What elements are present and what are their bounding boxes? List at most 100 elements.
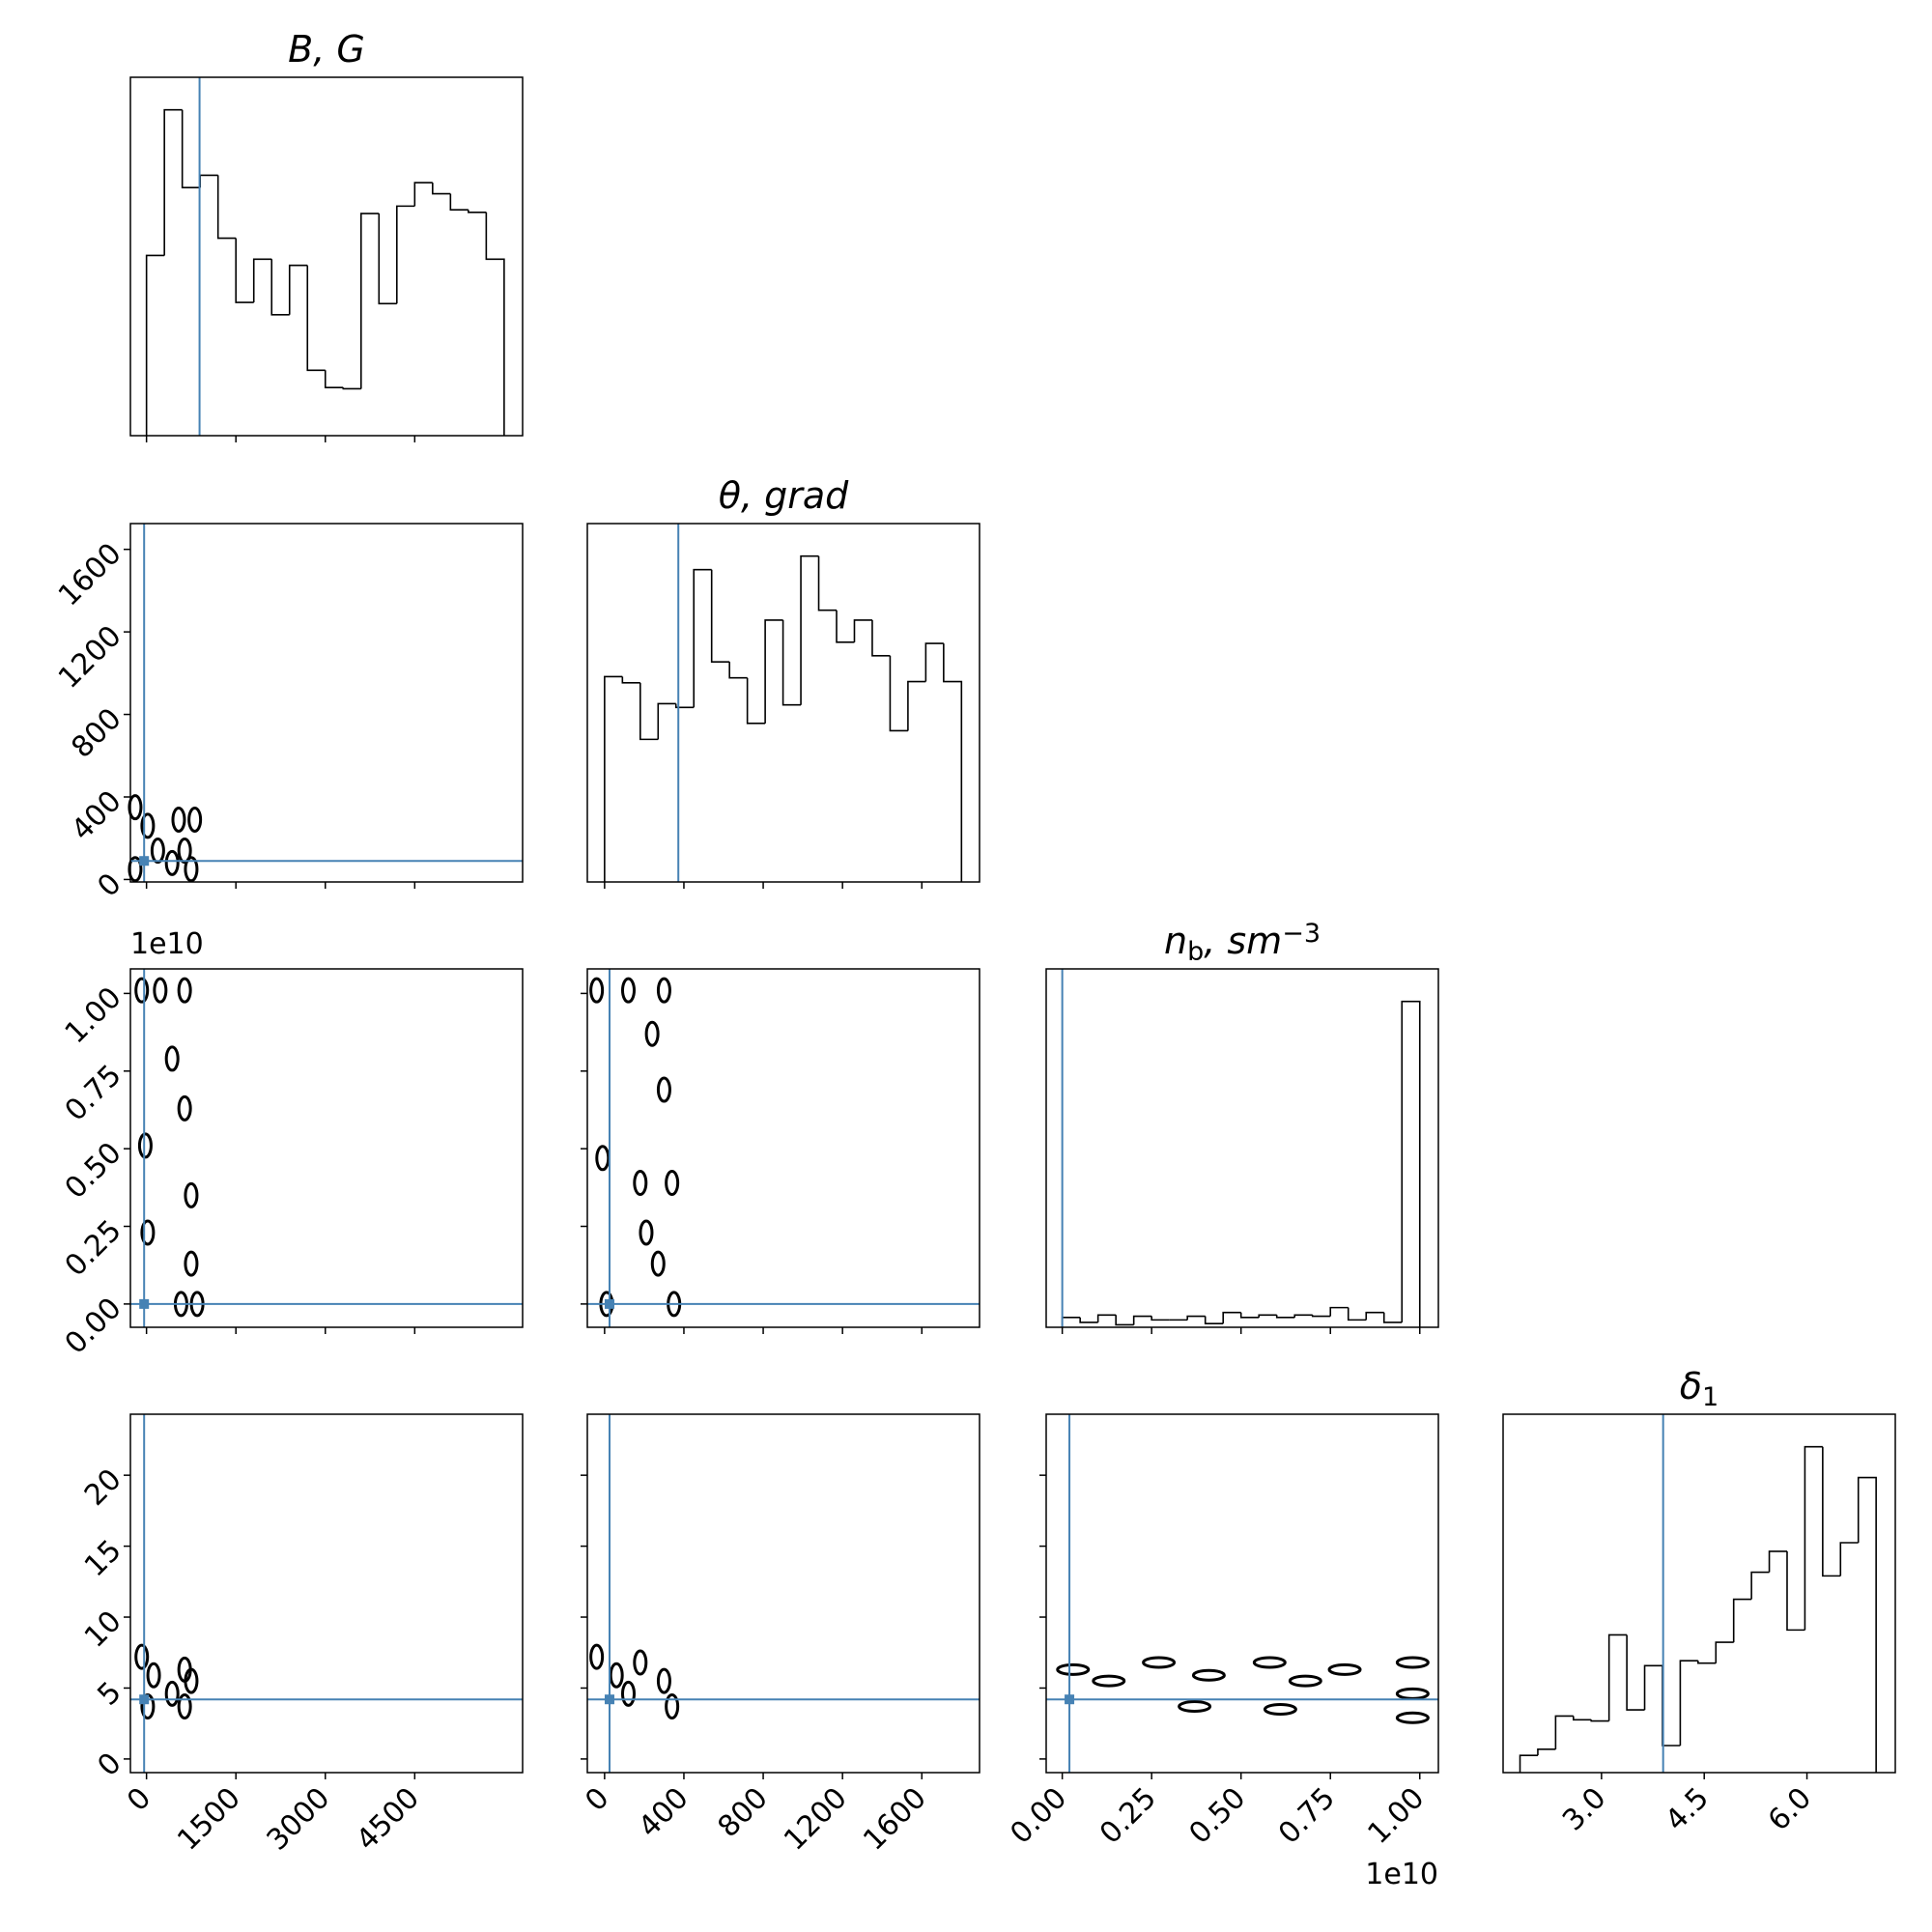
contour-blob [164, 1680, 180, 1707]
contour-blob [656, 1667, 671, 1694]
contour-blob [1092, 1674, 1126, 1688]
y-offset-label: 1e10 [130, 927, 204, 961]
histogram-bin [1275, 1315, 1295, 1319]
histogram-bin [943, 643, 963, 882]
histogram-bin [1750, 1571, 1770, 1600]
histogram-bin [216, 175, 237, 240]
histogram-bin [324, 370, 344, 388]
histogram-bin [449, 193, 469, 212]
panel-frame [129, 968, 524, 1328]
y-tick-label: 10 [78, 1605, 128, 1655]
contour-blob [639, 1219, 654, 1246]
histogram-bin [836, 610, 855, 643]
title-part: 1 [1702, 1382, 1719, 1412]
contour-blob [150, 838, 165, 865]
histogram-bin [288, 264, 308, 315]
truth-marker [139, 1694, 150, 1705]
histogram-bin [853, 619, 872, 642]
panel: nb, sm−3 [1045, 919, 1439, 1334]
histogram-bin [145, 254, 165, 436]
y-tick-label: 5 [91, 1675, 128, 1712]
histogram-bin [1857, 1476, 1877, 1773]
histogram-bin [1626, 1634, 1645, 1711]
contour-blob [656, 1076, 671, 1103]
histogram-bin [199, 174, 218, 188]
histogram-bin [1132, 1315, 1152, 1325]
x-tick-label: 800 [711, 1781, 774, 1844]
contour-blob [1395, 1711, 1430, 1724]
contour-blob [633, 1170, 648, 1197]
histogram-bin [1537, 1748, 1556, 1756]
x-tick-label: 400 [632, 1781, 695, 1844]
truth-marker [604, 1694, 614, 1705]
contour-blob [1263, 1702, 1297, 1716]
contour-blob [187, 806, 203, 833]
y-tick-label: 0.00 [59, 1292, 128, 1361]
panel-frame [586, 1413, 980, 1774]
histogram-bin [1679, 1660, 1698, 1746]
histogram-bin [1329, 1306, 1349, 1317]
x-tick-label: 0.00 [1004, 1781, 1073, 1851]
histogram-bin [1311, 1315, 1331, 1318]
histogram-bin [163, 108, 183, 256]
histogram-bin [604, 675, 623, 882]
contour-blob [146, 1662, 161, 1689]
contour-blob [1327, 1662, 1362, 1676]
histogram-bin [800, 554, 819, 705]
contour-blob [1395, 1656, 1430, 1669]
contour-blob [620, 1680, 636, 1707]
y-tick-label: 20 [78, 1463, 128, 1513]
histogram-bin [181, 109, 201, 189]
contour-blob [128, 856, 143, 883]
title-part: n [1164, 920, 1187, 962]
histogram-bin [1662, 1665, 1681, 1747]
panel-frame [1502, 1413, 1896, 1774]
histogram-bin [764, 619, 783, 724]
truth-marker [604, 1298, 614, 1309]
histogram-bin [485, 212, 505, 436]
title-part: δ [1680, 1365, 1702, 1407]
title-part: B, G [288, 28, 365, 71]
contour-blob [184, 856, 199, 883]
histogram-bin [1573, 1716, 1592, 1721]
histogram-bin [306, 265, 326, 372]
y-tick-label: 1200 [52, 619, 128, 696]
contour-blob [134, 1643, 150, 1670]
histogram-bin [746, 677, 766, 724]
histogram-bin [693, 568, 712, 708]
histogram-bin [1590, 1719, 1609, 1722]
histogram-bin [781, 619, 802, 706]
y-tick-label: 1600 [52, 537, 128, 613]
panel [581, 968, 980, 1334]
histogram-bin [1554, 1715, 1574, 1749]
histogram-bin [710, 569, 730, 663]
panel: 0.00 0.25 0.50 0.75 1.00 1e10 [1004, 1413, 1439, 1891]
histogram-bin [1401, 1000, 1421, 1327]
contour-blob [609, 1662, 624, 1689]
panel-frame [129, 1413, 524, 1774]
contour-blob [1178, 1700, 1212, 1714]
y-tick-label: 15 [78, 1534, 128, 1584]
histogram-bin [1822, 1446, 1841, 1577]
panel: 0 1500 3000 4500 0 5 10 15 20 [78, 1413, 524, 1858]
contour-blob [1288, 1674, 1322, 1688]
contour-blob [1142, 1656, 1177, 1669]
contour-blob [184, 1667, 199, 1694]
truth-marker [139, 856, 150, 867]
histogram-bin [871, 619, 891, 657]
histogram-bin [1239, 1312, 1260, 1319]
panel-frame [129, 523, 524, 883]
histogram-bin [359, 213, 380, 389]
contour-blob [1395, 1687, 1430, 1700]
title-part: θ, grad [719, 474, 849, 517]
title-part: −3 [1282, 919, 1321, 949]
histogram-bin [1715, 1641, 1734, 1663]
panel-title: θ, grad [719, 474, 849, 517]
x-tick-label: 6.0 [1762, 1781, 1818, 1837]
histogram-bin [1347, 1307, 1367, 1321]
panel-frame [1045, 1413, 1439, 1774]
x-tick-label: 1.00 [1361, 1781, 1431, 1851]
